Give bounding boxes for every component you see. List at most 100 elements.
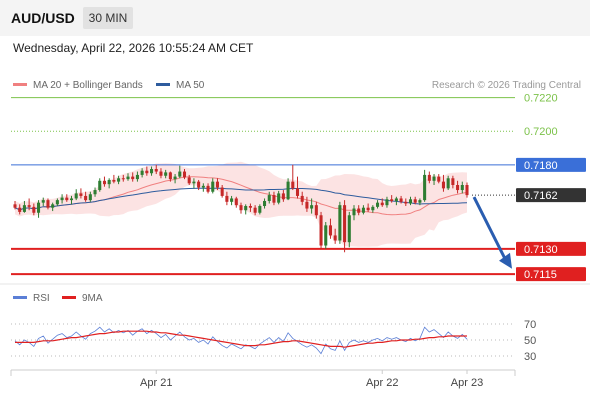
candle-body: [140, 170, 144, 175]
candle-body: [286, 181, 290, 200]
candle: [366, 203, 370, 212]
candle: [22, 200, 26, 213]
candle: [69, 195, 74, 205]
candle: [230, 195, 234, 206]
candle-body: [230, 198, 234, 202]
legend-swatch-rsi: [13, 295, 27, 299]
candle-body: [74, 193, 78, 199]
candle: [197, 179, 201, 191]
candle: [263, 198, 267, 209]
candle: [135, 171, 139, 182]
candle: [98, 178, 102, 192]
candle: [150, 166, 154, 176]
candle-body: [121, 178, 125, 180]
candle: [41, 197, 45, 207]
rsi-tick-labels: 70 50 30: [524, 319, 536, 363]
candle: [427, 171, 431, 184]
candle-body: [182, 171, 187, 178]
candle: [211, 178, 215, 194]
rsi-gridlines: [11, 323, 515, 357]
candle-body: [263, 200, 267, 207]
candle-body: [27, 205, 31, 207]
legend-label-bollinger: MA 20 + Bollinger Bands: [33, 80, 143, 91]
candle: [79, 188, 83, 199]
candle-body: [187, 177, 191, 184]
candle-body: [305, 201, 309, 209]
candle: [201, 183, 205, 192]
candle-body: [371, 206, 375, 211]
candle-body: [84, 195, 88, 201]
candle: [220, 185, 224, 198]
candle: [305, 196, 309, 212]
candle-body: [352, 208, 356, 216]
candle: [258, 204, 262, 215]
candle: [187, 174, 191, 185]
candle: [121, 174, 125, 182]
timeframe-badge[interactable]: 30 MIN: [83, 7, 133, 29]
candle-body: [239, 205, 243, 211]
legend-swatch-bollinger: [13, 82, 27, 86]
rsi-series: [14, 326, 468, 355]
candle: [102, 176, 106, 187]
rsi-series-rsi: [14, 326, 468, 355]
candle: [319, 211, 323, 249]
candle: [244, 204, 248, 215]
candle-body: [22, 205, 26, 212]
candle-body: [328, 225, 332, 236]
rsi-tick-label-1: 50: [524, 335, 536, 347]
level-label-4: 0.7130: [524, 244, 558, 256]
candle-body: [451, 178, 455, 185]
candle: [267, 191, 271, 204]
candle-body: [390, 199, 394, 201]
candle-body: [69, 198, 74, 201]
candle-body: [314, 205, 318, 216]
candle-body: [131, 176, 135, 180]
candle: [465, 182, 469, 198]
rsi-tick-label-2: 30: [524, 351, 536, 363]
candle: [437, 174, 441, 184]
candle: [145, 166, 149, 176]
candle-body: [93, 190, 97, 195]
candle: [390, 195, 394, 203]
candle-body: [281, 193, 285, 200]
candle: [347, 211, 351, 248]
candle-body: [178, 171, 182, 177]
candle: [338, 201, 342, 244]
candle: [423, 169, 427, 202]
legend-item-9ma: 9MA: [62, 293, 103, 304]
candle: [74, 189, 78, 201]
candle-body: [394, 198, 398, 201]
candle-body: [295, 188, 300, 196]
candle-body: [154, 169, 158, 172]
candle: [225, 191, 229, 206]
candle: [413, 196, 417, 205]
candle: [432, 174, 436, 185]
candle: [300, 191, 304, 206]
candle-body: [211, 181, 215, 192]
candle: [385, 196, 389, 208]
candle-body: [206, 185, 210, 192]
rsi-tick-label-0: 70: [524, 319, 536, 331]
candle: [51, 202, 55, 212]
candle: [394, 196, 398, 206]
candle: [84, 191, 88, 202]
x-tick-label-0: Apr 21: [140, 377, 172, 389]
candles: [13, 164, 469, 253]
candle-body: [404, 201, 408, 204]
legend-item-rsi: RSI: [13, 293, 50, 304]
candle: [168, 171, 172, 182]
legend-swatch-9ma: [62, 295, 76, 299]
candle-body: [197, 181, 201, 188]
candle-body: [41, 200, 45, 203]
level-label-2: 0.7180: [524, 160, 558, 172]
level-label-5: 0.7115: [524, 269, 557, 281]
legend-label-rsi: RSI: [33, 293, 50, 304]
candle: [46, 198, 50, 210]
candle-body: [357, 208, 361, 213]
candle: [126, 173, 130, 181]
candle-body: [366, 207, 370, 211]
level-label-1: 0.7200: [524, 126, 558, 138]
candle: [310, 198, 314, 214]
candle: [357, 205, 361, 216]
candle-body: [324, 225, 328, 246]
